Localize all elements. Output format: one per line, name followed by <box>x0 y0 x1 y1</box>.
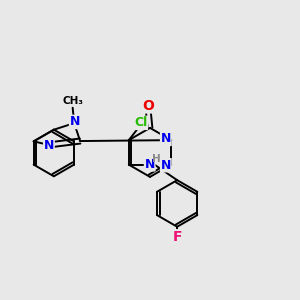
Text: N: N <box>145 158 155 171</box>
Text: CH₃: CH₃ <box>62 96 83 106</box>
Text: N: N <box>160 133 171 146</box>
Text: N: N <box>160 159 171 172</box>
Text: N: N <box>70 116 80 128</box>
Text: N: N <box>44 139 54 152</box>
Text: H: H <box>152 154 161 164</box>
Text: Cl: Cl <box>134 116 147 129</box>
Text: F: F <box>172 230 182 244</box>
Text: O: O <box>142 99 154 113</box>
